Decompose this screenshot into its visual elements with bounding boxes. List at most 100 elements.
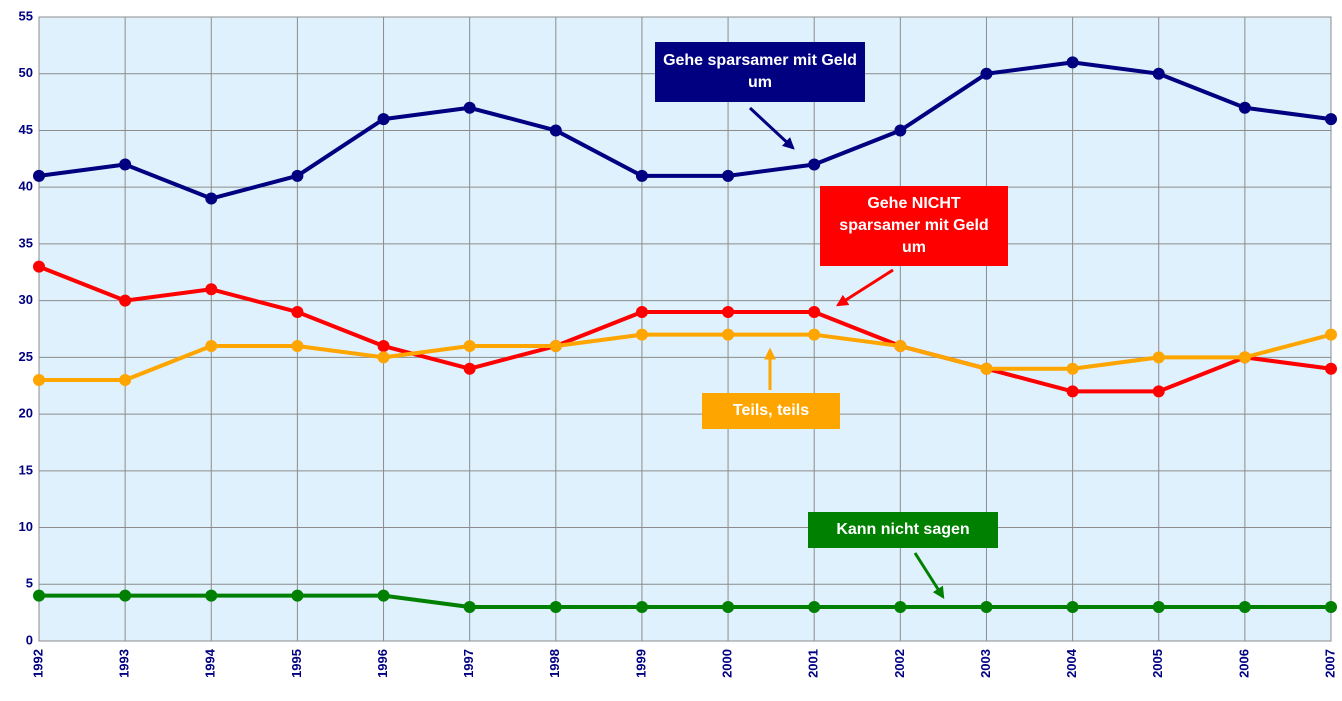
point xyxy=(808,158,821,171)
x-tick-label: 1999 xyxy=(633,649,648,678)
point xyxy=(549,600,562,613)
point xyxy=(722,169,735,182)
series-line xyxy=(39,332,1332,383)
y-tick-label: 20 xyxy=(19,406,33,421)
point xyxy=(291,340,304,353)
x-tick-label: 1993 xyxy=(117,649,132,678)
x-tick-label: 2006 xyxy=(1236,649,1251,678)
y-tick-label: 0 xyxy=(26,632,33,647)
x-tick-label: 2003 xyxy=(978,649,993,678)
x-tick-label: 2004 xyxy=(1064,648,1079,678)
point xyxy=(1238,600,1251,613)
point xyxy=(463,101,476,114)
point xyxy=(635,169,648,182)
point xyxy=(205,192,218,205)
y-tick-label: 10 xyxy=(19,519,33,534)
point xyxy=(1152,351,1165,364)
point xyxy=(463,362,476,375)
y-tick-label: 40 xyxy=(19,179,33,194)
point xyxy=(377,113,390,126)
point xyxy=(1238,351,1251,364)
point xyxy=(549,124,562,137)
x-tick-label: 1995 xyxy=(289,649,304,678)
point xyxy=(463,340,476,353)
point xyxy=(635,305,648,318)
series-line xyxy=(39,593,1331,609)
point xyxy=(1152,600,1165,613)
series-label: Kann nicht sagen xyxy=(808,512,998,548)
point xyxy=(635,600,648,613)
point xyxy=(1152,67,1165,80)
plot-area xyxy=(38,16,1332,642)
point xyxy=(635,328,648,341)
point xyxy=(1325,362,1337,375)
y-tick-label: 5 xyxy=(26,576,33,591)
point xyxy=(980,362,993,375)
series-label: Gehe NICHT sparsamer mit Geld um xyxy=(820,186,1008,266)
annotation-arrow xyxy=(835,268,894,307)
point xyxy=(549,340,562,353)
y-tick-label: 35 xyxy=(19,235,33,250)
point xyxy=(119,374,132,387)
series-label: Teils, teils xyxy=(702,393,840,429)
point xyxy=(33,374,45,387)
point xyxy=(377,351,390,364)
annotation-arrow xyxy=(913,552,945,600)
y-tick-label: 50 xyxy=(19,65,33,80)
point xyxy=(1066,362,1079,375)
point xyxy=(205,340,218,353)
point xyxy=(894,124,907,137)
point xyxy=(205,283,218,296)
y-tick-label: 30 xyxy=(19,292,33,307)
point xyxy=(808,305,821,318)
point xyxy=(119,158,132,171)
point xyxy=(1066,600,1079,613)
point xyxy=(980,600,993,613)
point xyxy=(33,260,45,273)
point xyxy=(894,600,907,613)
point xyxy=(722,328,735,341)
point xyxy=(291,589,304,602)
point xyxy=(808,600,821,613)
x-tick-label: 2007 xyxy=(1322,649,1337,678)
x-tick-label: 2002 xyxy=(892,649,907,678)
point xyxy=(894,340,907,353)
point xyxy=(1152,385,1165,398)
point xyxy=(463,600,476,613)
point xyxy=(1325,328,1337,341)
x-tick-label: 1998 xyxy=(547,649,562,678)
point xyxy=(1066,56,1079,69)
x-tick-label: 2000 xyxy=(720,649,735,678)
point xyxy=(33,589,45,602)
point xyxy=(291,169,304,182)
point xyxy=(33,169,45,182)
point xyxy=(722,600,735,613)
series-line xyxy=(38,60,1332,201)
point xyxy=(1325,113,1337,126)
point xyxy=(119,589,132,602)
annotation-arrow xyxy=(748,106,795,150)
x-tick-label: 1994 xyxy=(203,648,218,678)
point xyxy=(808,328,821,341)
point xyxy=(291,305,304,318)
y-tick-label: 25 xyxy=(19,349,33,364)
series-label: Gehe sparsamer mit Geld um xyxy=(655,42,865,102)
x-tick-label: 2001 xyxy=(806,649,821,678)
y-tick-label: 55 xyxy=(19,8,33,23)
point xyxy=(205,589,218,602)
x-tick-label: 2005 xyxy=(1150,649,1165,678)
point xyxy=(1325,600,1337,613)
y-tick-label: 15 xyxy=(19,462,33,477)
point xyxy=(1238,101,1251,114)
point xyxy=(722,305,735,318)
x-tick-label: 1992 xyxy=(30,649,45,678)
point xyxy=(119,294,132,307)
x-tick-label: 1997 xyxy=(461,649,476,678)
point xyxy=(980,67,993,80)
series-line xyxy=(38,264,1332,394)
point xyxy=(377,589,390,602)
y-tick-label: 45 xyxy=(19,122,33,137)
point xyxy=(377,340,390,353)
